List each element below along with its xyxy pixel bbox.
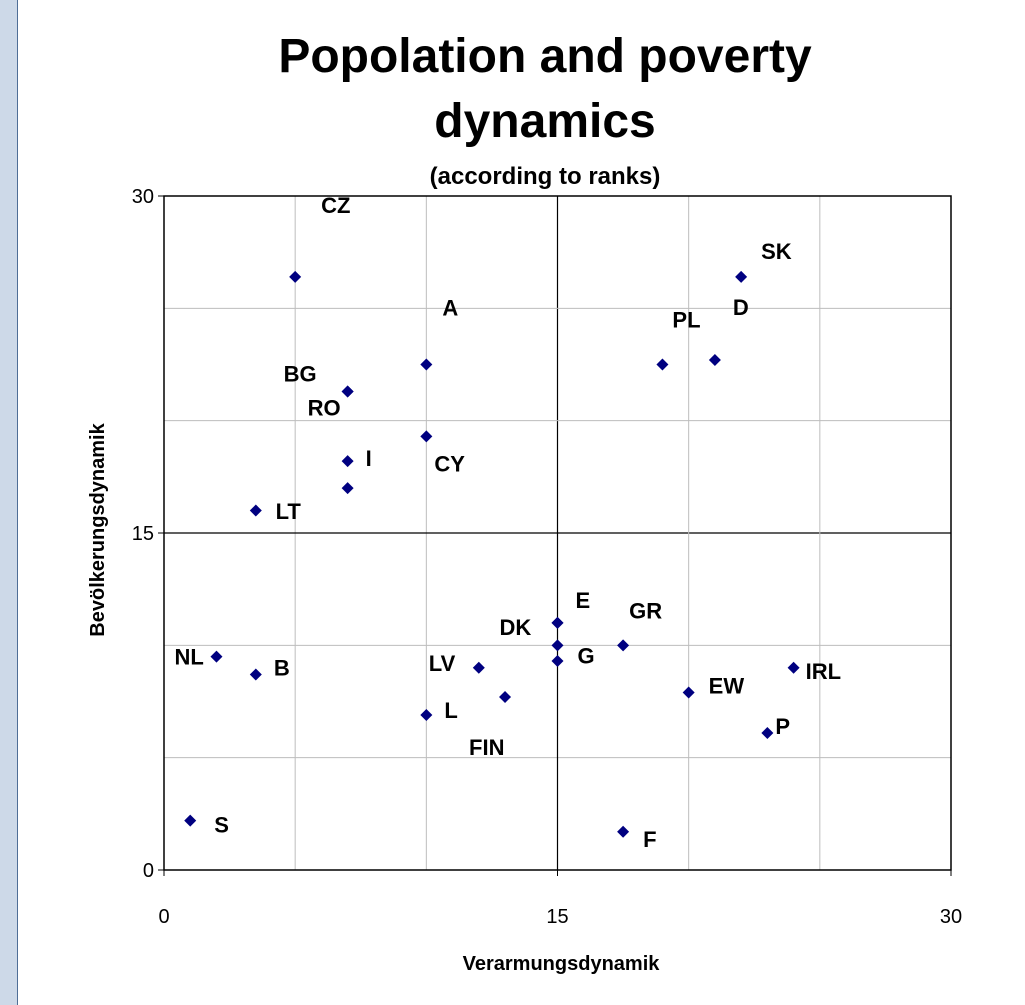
data-point-cz (289, 270, 302, 283)
data-point-unlabeled-10 (249, 504, 262, 517)
point-label-lv: LV (429, 651, 456, 676)
point-label-s: S (214, 813, 229, 838)
scatter-chart: Popolation and poverty dynamics (accordi… (87, 30, 962, 975)
data-point-unlabeled-14 (551, 655, 564, 668)
y-tick-label: 15 (132, 523, 154, 545)
plot-area (163, 195, 952, 871)
data-point-s (184, 814, 197, 827)
data-point-f (617, 825, 630, 838)
point-label-lt: LT (276, 499, 302, 524)
point-label-a: A (442, 296, 458, 321)
point-label-cz: CZ (321, 193, 350, 218)
data-point-a (420, 358, 433, 371)
point-label-l: L (444, 698, 457, 723)
point-label-irl: IRL (806, 659, 841, 684)
data-point-lv (472, 661, 485, 674)
point-label-dk: DK (500, 615, 532, 640)
x-tick-label: 0 (158, 906, 169, 928)
point-label-b: B (274, 656, 290, 681)
data-point-p (761, 726, 774, 739)
chart-frame: Popolation and poverty dynamics (accordi… (17, 0, 1025, 1005)
data-point-b (249, 668, 262, 681)
data-point-cy (420, 430, 433, 443)
chart-subtitle: (according to ranks) (430, 163, 661, 190)
data-point-nl (210, 650, 223, 663)
point-label-f: F (643, 827, 656, 852)
data-point-fin (499, 691, 512, 704)
point-label-sk: SK (761, 239, 792, 264)
point-label-fin: FIN (469, 735, 504, 760)
y-tick-label: 0 (143, 860, 154, 882)
data-point-d (708, 354, 721, 367)
data-point-lt (341, 482, 354, 495)
data-point-gr (617, 639, 630, 652)
chart-title-line-2: dynamics (434, 95, 655, 148)
x-axis-label: Verarmungsdynamik (463, 953, 661, 975)
point-label-nl: NL (174, 645, 203, 670)
data-point-e (551, 616, 564, 629)
point-labels: CZ SK A PL D BG RO CY I LT DK E G GR NL B LV FIN L EW IRL P S F (174, 193, 841, 852)
y-tick-label: 30 (132, 186, 154, 208)
point-label-bg: BG (284, 361, 317, 386)
point-label-d: D (733, 295, 749, 320)
point-label-gr: GR (629, 598, 662, 623)
point-label-p: P (775, 714, 790, 739)
point-label-ew: EW (709, 674, 745, 699)
data-point-i (341, 455, 354, 468)
data-point-l (420, 708, 433, 721)
data-point-irl (787, 661, 800, 674)
y-axis-label: Bevölkerungsdynamik (87, 422, 109, 636)
axis-tick-labels: 0 15 30 0 15 30 (132, 186, 962, 928)
data-point-g (551, 639, 564, 652)
point-label-cy: CY (434, 451, 465, 476)
point-label-g: G (578, 643, 595, 668)
x-tick-label: 15 (546, 906, 568, 928)
point-label-ro: RO (308, 395, 341, 420)
data-point-ew (682, 686, 695, 699)
point-label-i: I (366, 446, 372, 471)
data-point-pl (656, 358, 669, 371)
point-label-pl: PL (672, 308, 700, 333)
data-point-ro (341, 385, 354, 398)
data-points (184, 270, 800, 838)
grid-lines (158, 195, 952, 876)
chart-title-line-1: Popolation and poverty (278, 30, 812, 83)
x-tick-label: 30 (940, 906, 962, 928)
point-label-e: E (576, 588, 591, 613)
data-point-sk (735, 270, 748, 283)
